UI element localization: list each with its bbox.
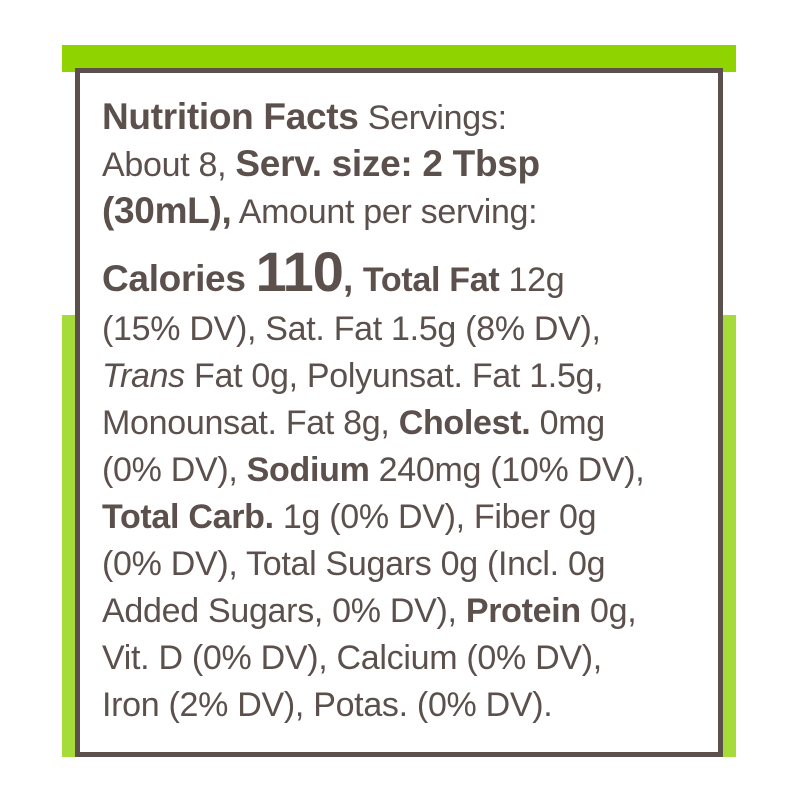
nutrition-facts-text: Nutrition Facts Servings: About 8, Serv. … bbox=[102, 93, 645, 729]
nutrition-text: Amount per serving: bbox=[231, 193, 538, 231]
nutrition-text: 0g, bbox=[580, 592, 637, 630]
nutrition-text: Serv. size: 2 Tbsp bbox=[235, 143, 540, 184]
nutrition-text: 240mg (10% DV), bbox=[369, 451, 645, 489]
nutrition-text: Calories bbox=[102, 258, 256, 299]
nutrition-text: 0mg bbox=[530, 404, 606, 442]
nutrition-text: About 8, bbox=[102, 146, 236, 184]
nutrition-text: 1g (0% DV), Fiber 0g bbox=[273, 498, 597, 536]
nutrition-text: (30mL), bbox=[102, 190, 232, 231]
nutrition-line: Total Carb. 1g (0% DV), Fiber 0g bbox=[102, 494, 644, 541]
green-top-bar bbox=[62, 45, 736, 72]
nutrition-line: (0% DV), Total Sugars 0g (Incl. 0g bbox=[102, 541, 644, 588]
nutrition-line: Nutrition Facts Servings: bbox=[102, 93, 644, 140]
nutrition-line: Vit. D (0% DV), Calcium (0% DV), bbox=[102, 635, 644, 682]
nutrition-text: (0% DV), Total Sugars 0g (Incl. 0g bbox=[102, 545, 606, 583]
nutrition-text: Sodium bbox=[246, 451, 370, 489]
nutrition-text: (0% DV), bbox=[102, 451, 247, 489]
nutrition-text: Cholest. bbox=[398, 404, 531, 442]
nutrition-text: Monounsat. Fat 8g, bbox=[102, 404, 399, 442]
nutrition-facts-panel: Nutrition Facts Servings: About 8, Serv. … bbox=[75, 68, 723, 757]
nutrition-line: Trans Fat 0g, Polyunsat. Fat 1.5g, bbox=[102, 353, 644, 400]
green-left-strip bbox=[62, 315, 76, 757]
nutrition-text: Fat 0g, Polyunsat. Fat 1.5g, bbox=[184, 357, 604, 395]
nutrition-text: Vit. D (0% DV), Calcium (0% DV), bbox=[102, 639, 602, 677]
nutrition-line: (30mL), Amount per serving: bbox=[102, 187, 644, 234]
nutrition-text: Iron (2% DV), Potas. (0% DV). bbox=[102, 686, 553, 724]
calories-value: 110 bbox=[255, 240, 344, 303]
nutrition-text: Nutrition Facts bbox=[102, 96, 359, 137]
green-right-strip bbox=[722, 315, 736, 757]
nutrition-text: Added Sugars, 0% DV), bbox=[102, 592, 466, 630]
nutrition-text: Servings: bbox=[358, 99, 507, 137]
nutrition-line: Iron (2% DV), Potas. (0% DV). bbox=[102, 682, 644, 729]
nutrition-line: (0% DV), Sodium 240mg (10% DV), bbox=[102, 447, 645, 494]
nutrition-line: About 8, Serv. size: 2 Tbsp bbox=[102, 140, 644, 187]
nutrition-line: Added Sugars, 0% DV), Protein 0g, bbox=[102, 588, 644, 635]
nutrition-text: Trans bbox=[102, 357, 185, 395]
nutrition-text: Protein bbox=[465, 592, 581, 630]
nutrition-line: Calories 110, Total Fat 12g bbox=[102, 236, 644, 308]
nutrition-line: Monounsat. Fat 8g, Cholest. 0mg bbox=[102, 400, 644, 447]
nutrition-text: Total Carb. bbox=[102, 498, 274, 536]
nutrition-line: (15% DV), Sat. Fat 1.5g (8% DV), bbox=[102, 306, 644, 353]
nutrition-text: Total Fat bbox=[362, 261, 500, 299]
nutrition-text: , bbox=[342, 258, 363, 299]
nutrition-text: 12g bbox=[499, 261, 565, 299]
nutrition-text: (15% DV), Sat. Fat 1.5g (8% DV), bbox=[102, 310, 601, 348]
